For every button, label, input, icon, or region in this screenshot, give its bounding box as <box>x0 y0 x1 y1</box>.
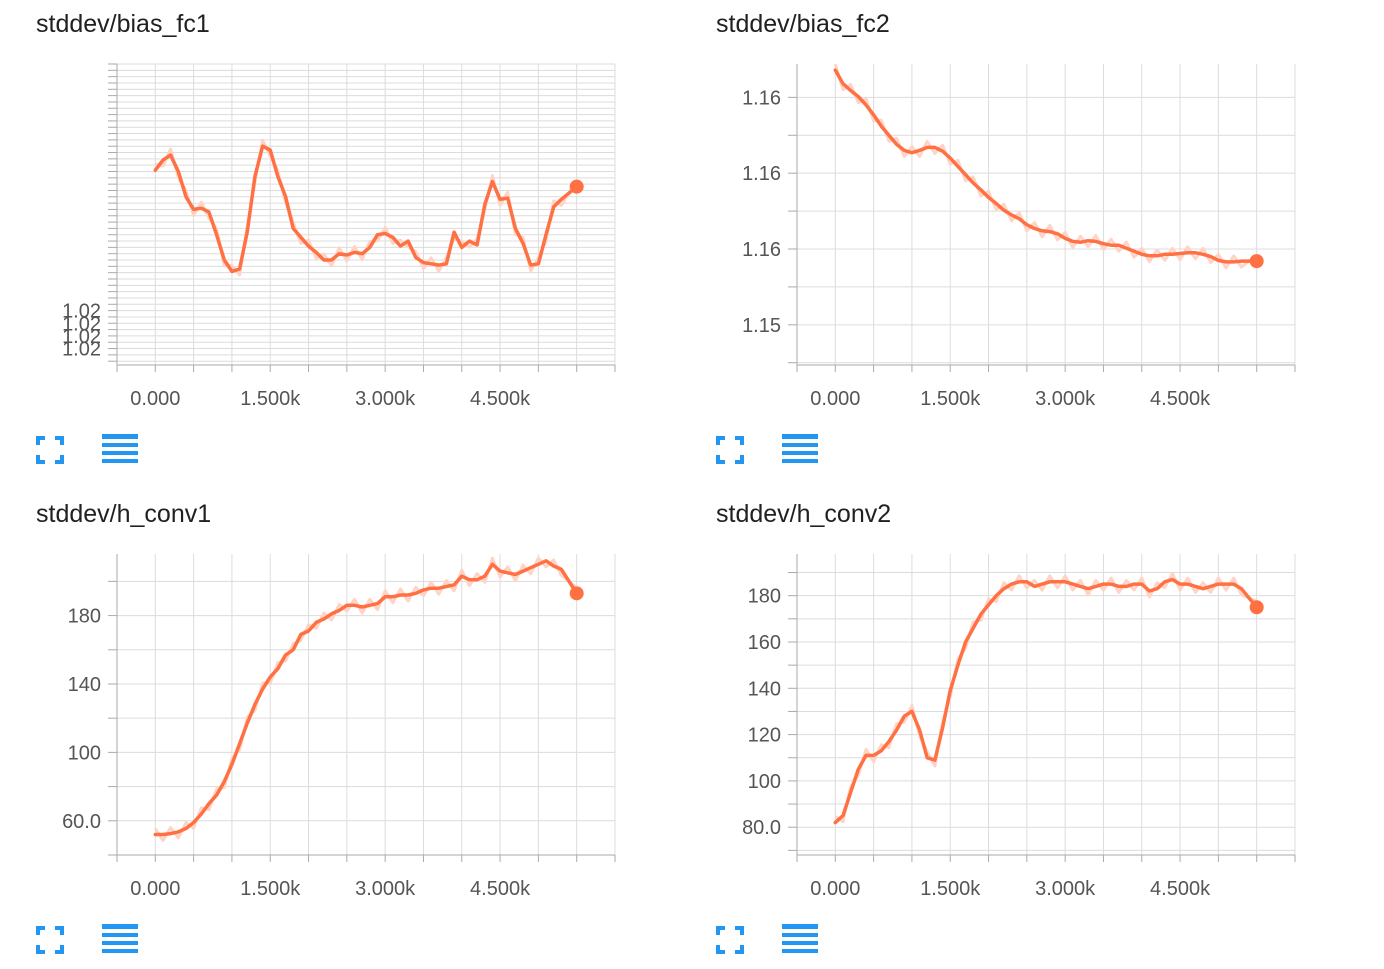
data-table-button[interactable] <box>782 924 818 961</box>
series-line <box>833 68 1259 264</box>
x-tick-label: 0.000 <box>810 878 860 900</box>
chart-bias-fc1: 1.021.021.021.020.000 1.500k 3.000k 4.500k <box>62 63 616 410</box>
x-tick-label: 0.000 <box>130 388 180 410</box>
fullscreen-icon <box>716 926 744 954</box>
y-tick-label: 1.15 <box>742 315 781 337</box>
series-line <box>833 577 1259 825</box>
chart-h-conv1: 60.0 100 140 180 0.000 1.500k 3.000k 4.500k <box>62 554 616 900</box>
x-tick-label: 4.500k <box>470 388 531 410</box>
x-tick-label: 1.500k <box>240 878 301 900</box>
series-raw-line <box>834 571 1258 824</box>
x-tick-label: 0.000 <box>810 388 860 410</box>
chart-title: stddev/bias_fc2 <box>716 10 890 38</box>
series-raw-line <box>154 138 578 277</box>
data-table-button[interactable] <box>102 434 138 471</box>
y-tick-label: 180 <box>748 586 781 608</box>
y-tick-label: 160 <box>748 632 781 654</box>
y-tick-label: 120 <box>748 725 781 747</box>
fullscreen-button[interactable] <box>716 926 744 959</box>
y-tick-label: 1.02 <box>62 313 101 335</box>
card-bias-fc2: stddev/bias_fc2 1.16 1.16 1.16 1.15 0.000 1.5… <box>680 0 1360 479</box>
x-tick-label: 4.500k <box>470 878 531 900</box>
last-point-marker[interactable] <box>1249 254 1264 269</box>
last-point-marker[interactable] <box>1249 600 1264 615</box>
fullscreen-button[interactable] <box>36 436 64 469</box>
x-tick-label: 4.500k <box>1150 388 1211 410</box>
data-table-icon <box>782 434 818 463</box>
x-tick-label: 1.500k <box>920 878 981 900</box>
chart-title: stddev/bias_fc1 <box>36 10 210 38</box>
card-h-conv1: stddev/h_conv1 60.0 100 140 180 0.000 1.500k 3… <box>0 490 680 969</box>
y-tick-label: 1.02 <box>62 339 101 361</box>
chart-h-conv2: 80.0 100 120 140 160 180 0.000 1.500k 3.000k 4.50… <box>742 554 1296 900</box>
y-tick-label: 80.0 <box>742 817 781 839</box>
series-line <box>153 559 579 837</box>
card-h-conv2: stddev/h_conv2 80.0 100 120 140 160 180 0.000 1… <box>680 490 1360 969</box>
x-tick-label: 1.500k <box>920 388 981 410</box>
y-tick-label: 100 <box>748 771 781 793</box>
chart-title: stddev/h_conv1 <box>36 500 212 528</box>
x-tick-label: 3.000k <box>355 878 416 900</box>
last-point-marker[interactable] <box>569 179 584 194</box>
fullscreen-button[interactable] <box>36 926 64 959</box>
fullscreen-button[interactable] <box>716 436 744 469</box>
data-table-icon <box>102 924 138 953</box>
y-tick-label: 1.02 <box>62 301 101 323</box>
data-table-icon <box>782 924 818 953</box>
chart-bias-fc2: 1.16 1.16 1.16 1.15 0.000 1.500k 3.000k 4.500k <box>742 63 1296 410</box>
data-table-icon <box>102 434 138 463</box>
x-tick-label: 1.500k <box>240 388 301 410</box>
data-table-button[interactable] <box>102 924 138 961</box>
last-point-marker[interactable] <box>569 586 584 601</box>
y-tick-label: 100 <box>68 742 101 764</box>
series-raw-line <box>154 556 578 842</box>
x-tick-label: 0.000 <box>130 878 180 900</box>
fullscreen-icon <box>36 926 64 954</box>
y-tick-label: 1.16 <box>742 87 781 109</box>
x-tick-label: 3.000k <box>355 388 416 410</box>
y-tick-label: 180 <box>68 606 101 628</box>
fullscreen-icon <box>36 436 64 464</box>
card-bias-fc1: stddev/bias_fc1 1.02 1.02 1.02 1.02 0.000 1.5… <box>0 0 680 479</box>
fullscreen-icon <box>716 436 744 464</box>
chart-title: stddev/h_conv2 <box>716 500 892 528</box>
y-tick-label: 1.16 <box>742 163 781 185</box>
y-tick-label: 140 <box>748 678 781 700</box>
y-tick-label: 1.16 <box>742 239 781 261</box>
y-tick-label: 60.0 <box>62 811 101 833</box>
x-tick-label: 4.500k <box>1150 878 1211 900</box>
x-tick-label: 3.000k <box>1035 878 1096 900</box>
series-line <box>153 144 579 274</box>
y-tick-label: 140 <box>68 674 101 696</box>
y-tick-label: 1.02 <box>62 326 101 348</box>
series-raw-line <box>833 63 1258 270</box>
data-table-button[interactable] <box>782 434 818 471</box>
x-tick-label: 3.000k <box>1035 388 1096 410</box>
